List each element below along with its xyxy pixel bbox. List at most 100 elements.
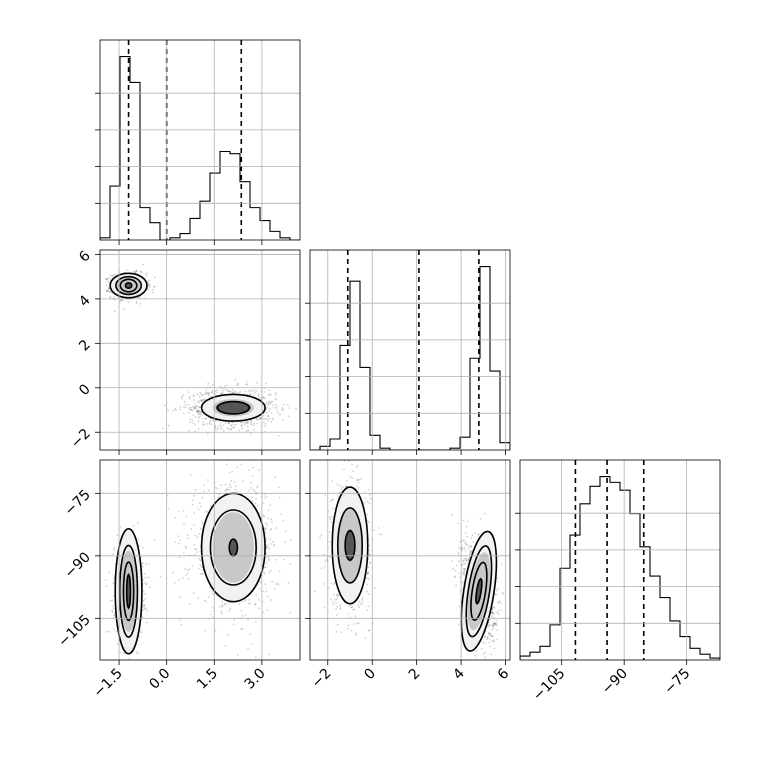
sample-point bbox=[367, 572, 370, 574]
sample-point bbox=[351, 606, 354, 609]
sample-point bbox=[231, 421, 234, 424]
sample-point bbox=[246, 383, 248, 386]
sample-point bbox=[336, 483, 339, 486]
sample-point bbox=[252, 428, 255, 431]
sample-point bbox=[212, 606, 214, 609]
sample-point bbox=[267, 394, 270, 397]
sample-point bbox=[267, 509, 270, 512]
sample-point bbox=[369, 561, 372, 564]
sample-point bbox=[187, 430, 190, 432]
sample-point bbox=[203, 484, 206, 487]
sample-point bbox=[274, 476, 277, 479]
sample-point bbox=[144, 608, 147, 611]
sample-point bbox=[464, 541, 467, 543]
sample-point bbox=[196, 410, 199, 413]
sample-point bbox=[249, 393, 252, 396]
sample-point bbox=[112, 628, 115, 631]
sample-point bbox=[493, 622, 496, 625]
sample-point bbox=[194, 406, 197, 409]
sample-point bbox=[188, 406, 191, 409]
sample-point bbox=[328, 531, 331, 533]
sample-point bbox=[228, 488, 231, 491]
sample-point bbox=[267, 417, 270, 420]
sample-point bbox=[226, 384, 229, 387]
sample-point bbox=[247, 602, 250, 605]
sample-point bbox=[247, 421, 250, 424]
sample-point bbox=[367, 578, 370, 580]
sample-point bbox=[209, 396, 211, 399]
sample-point bbox=[263, 515, 266, 518]
sample-point bbox=[214, 419, 217, 422]
sample-point bbox=[378, 533, 381, 536]
sample-point bbox=[469, 551, 471, 554]
sample-point bbox=[373, 586, 376, 589]
sample-point bbox=[266, 546, 269, 549]
sample-point bbox=[336, 614, 339, 616]
sample-point bbox=[361, 597, 364, 600]
sample-point bbox=[115, 630, 118, 633]
sample-point bbox=[204, 417, 207, 420]
sample-point bbox=[188, 568, 191, 571]
sample-point bbox=[190, 409, 193, 412]
sample-point bbox=[201, 572, 204, 575]
sample-point bbox=[353, 608, 356, 611]
sample-point bbox=[230, 479, 232, 482]
scatter-panel-p0-p1-yticklabel: 6 bbox=[76, 248, 94, 266]
sample-point bbox=[244, 599, 247, 602]
sample-point bbox=[367, 593, 370, 596]
sample-point bbox=[226, 488, 229, 491]
sample-point bbox=[221, 427, 224, 430]
sample-point bbox=[268, 548, 271, 550]
sample-point bbox=[199, 573, 202, 575]
sample-point bbox=[257, 395, 260, 398]
sample-point bbox=[234, 378, 237, 381]
sample-point bbox=[235, 423, 238, 426]
sample-point bbox=[192, 394, 195, 397]
sample-point bbox=[462, 559, 465, 561]
sample-point bbox=[198, 533, 200, 536]
sample-point bbox=[232, 391, 235, 394]
sample-point bbox=[140, 631, 143, 634]
sample-point bbox=[474, 531, 477, 534]
sample-point bbox=[199, 413, 202, 416]
sample-point bbox=[227, 634, 230, 636]
sample-point bbox=[204, 398, 207, 401]
sample-point bbox=[216, 428, 219, 431]
sample-point bbox=[364, 490, 367, 493]
scatter-panel-p0-p2-plot-area bbox=[104, 460, 292, 660]
sample-point bbox=[263, 421, 265, 424]
sample-point bbox=[197, 428, 200, 431]
sample-point bbox=[267, 559, 269, 561]
sample-point bbox=[249, 487, 252, 489]
sample-point bbox=[324, 494, 327, 497]
sample-point bbox=[354, 633, 357, 636]
sample-point bbox=[112, 607, 115, 610]
sample-point bbox=[233, 423, 236, 426]
sample-point bbox=[222, 429, 225, 432]
sample-point bbox=[194, 489, 197, 491]
contour-line bbox=[122, 561, 135, 622]
sample-point bbox=[214, 426, 217, 429]
sample-point bbox=[355, 466, 358, 469]
sample-point bbox=[289, 539, 292, 541]
sample-point bbox=[323, 565, 326, 568]
sample-point bbox=[135, 269, 138, 272]
hist-frame-p1 bbox=[309, 249, 511, 451]
sample-point bbox=[248, 598, 251, 601]
sample-point bbox=[336, 594, 339, 597]
sample-point bbox=[231, 426, 233, 429]
sample-point bbox=[214, 424, 217, 427]
sample-point bbox=[111, 275, 114, 278]
sample-point bbox=[372, 529, 375, 532]
scatter-panel-p0-p1-plot-area bbox=[105, 263, 297, 437]
sample-point bbox=[340, 487, 343, 490]
sample-point bbox=[265, 552, 268, 555]
sample-point bbox=[274, 397, 277, 400]
sample-point bbox=[269, 394, 272, 396]
sample-point bbox=[104, 579, 107, 582]
sample-point bbox=[179, 405, 182, 408]
sample-point bbox=[262, 397, 265, 400]
sample-point bbox=[182, 509, 185, 512]
sample-point bbox=[220, 421, 222, 424]
scatter-panel-p0-p2-xticklabel: 0.0 bbox=[146, 666, 173, 693]
